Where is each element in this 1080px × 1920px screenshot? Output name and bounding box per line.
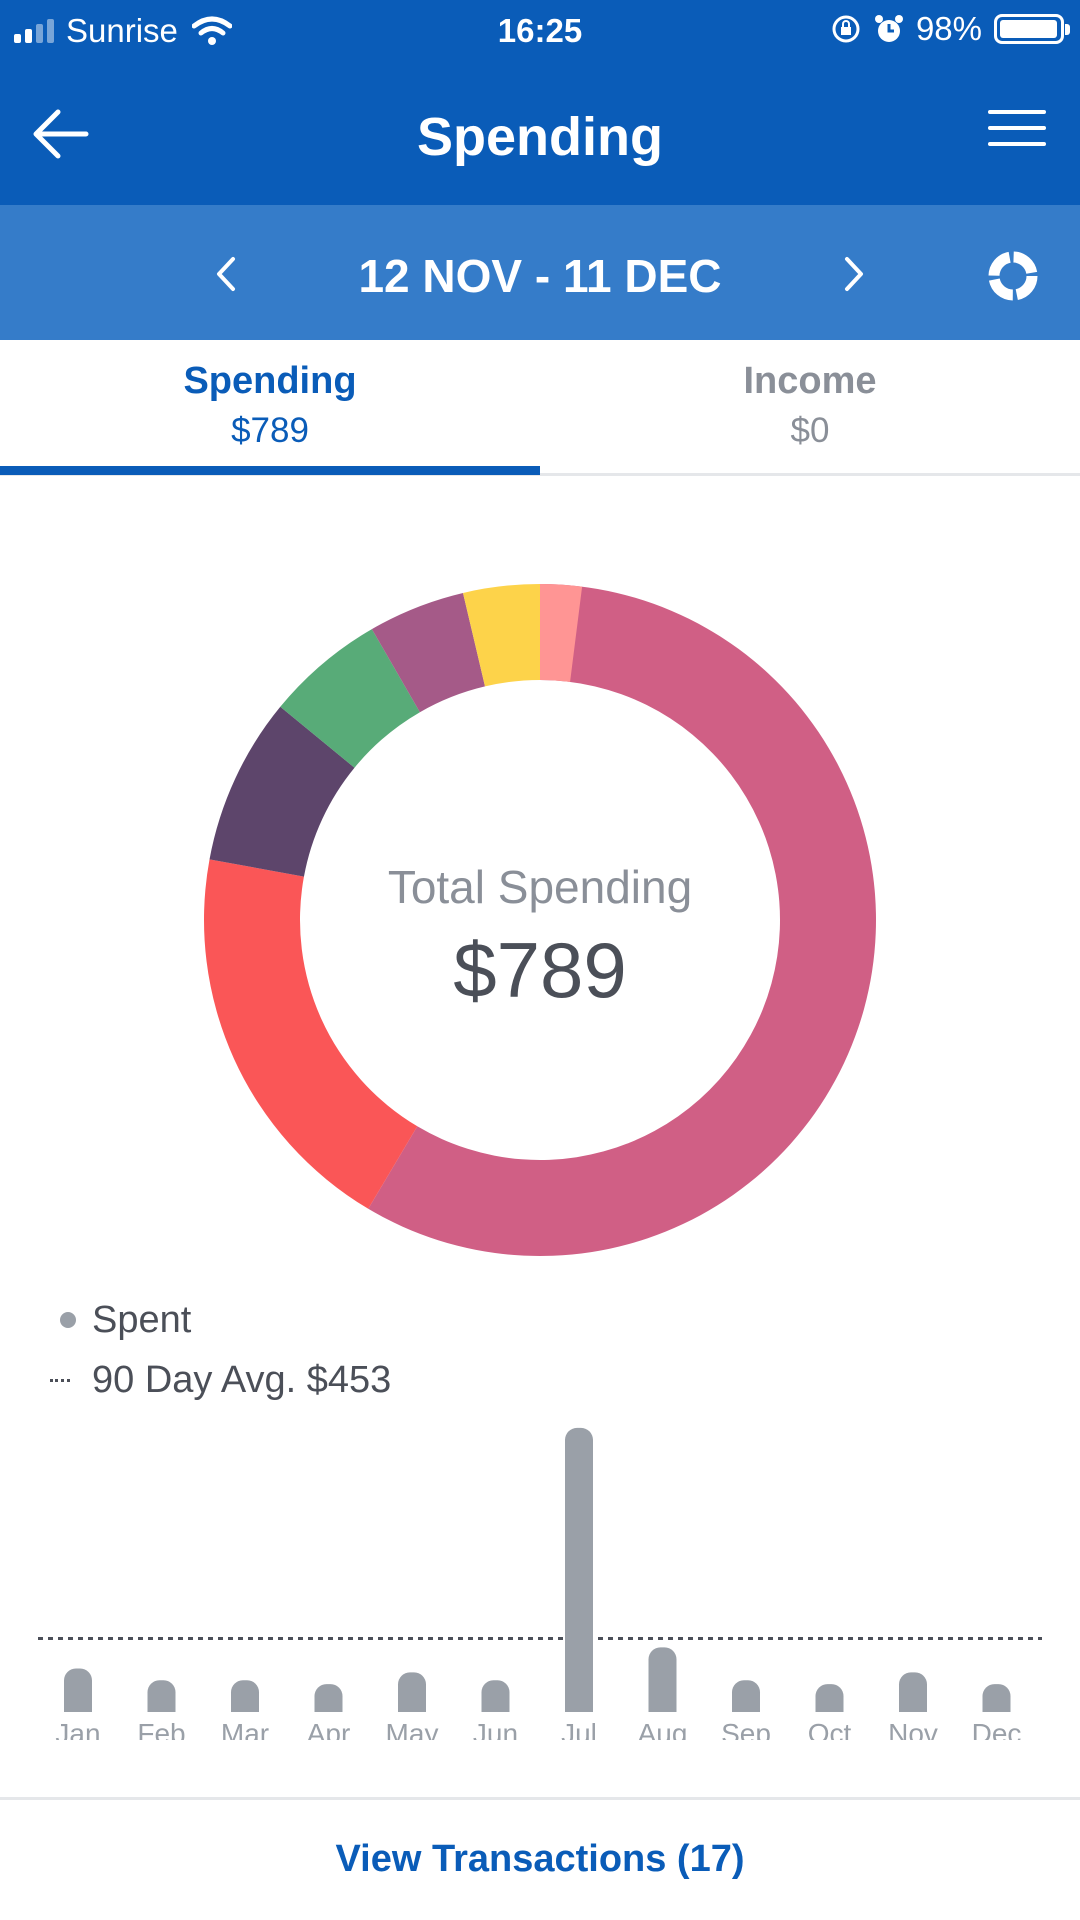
view-transactions-link[interactable]: View Transactions (17): [335, 1838, 745, 1880]
donut-center-label: Total Spending: [387, 861, 693, 913]
x-tick-jun: Jun: [473, 1718, 518, 1740]
donut-center-value: $789: [453, 926, 627, 1014]
page-title: Spending: [417, 107, 663, 167]
bar-base-apr: [314, 1700, 343, 1712]
carrier-name: Sunrise: [66, 12, 178, 49]
chart-legend: Spent 90 Day Avg. $453: [50, 1290, 391, 1410]
legend-average: 90 Day Avg. $453: [50, 1350, 391, 1410]
tab-spending-value: $789: [231, 411, 309, 450]
donut-slice-6[interactable]: [463, 584, 540, 687]
x-tick-jul: Jul: [561, 1718, 597, 1740]
donut-slice-4[interactable]: [280, 629, 420, 768]
x-tick-apr: Apr: [307, 1718, 351, 1740]
tab-spending-label: Spending: [183, 360, 357, 402]
donut-chart-icon[interactable]: [986, 249, 1040, 303]
tab-income-value: $0: [790, 411, 830, 450]
bar-base-mar: [231, 1700, 259, 1712]
donut-slice-5[interactable]: [371, 592, 486, 713]
bar-base-jun: [481, 1700, 510, 1712]
wifi-icon: [191, 16, 232, 45]
status-time: 16:25: [497, 12, 583, 49]
footer-divider: [0, 1797, 1080, 1800]
date-range-label: 12 NOV - 11 DEC: [358, 250, 722, 302]
status-bar: Sunrise 16:25 98%: [0, 0, 1080, 64]
signal-icon: [14, 19, 54, 43]
app-header: Spending: [0, 64, 1080, 205]
orientation-lock-icon: [832, 15, 860, 43]
hamburger-menu-icon[interactable]: [988, 110, 1046, 154]
x-tick-oct: Oct: [808, 1718, 852, 1740]
donut-slice-7[interactable]: [540, 584, 583, 682]
bar-base-may: [398, 1700, 426, 1712]
status-left: Sunrise: [14, 12, 232, 50]
battery-icon: [994, 14, 1070, 44]
chevron-left-icon[interactable]: [205, 249, 245, 299]
bar-svg: Jan Feb Mar Apr May Jun Jul Aug Sep Oct Nov Dec: [38, 1427, 1042, 1749]
tab-spending[interactable]: Spending $789: [0, 340, 540, 473]
date-range-bar: 12 NOV - 11 DEC: [0, 205, 1080, 340]
monthly-spending-bar-chart: Jan Feb Mar Apr May Jun Jul Aug Sep Oct Nov Dec: [0, 1420, 1080, 1749]
legend-spent: Spent: [50, 1290, 391, 1350]
tab-income-label: Income: [743, 360, 877, 402]
bar-base-sep: [732, 1700, 760, 1712]
active-tab-indicator: [0, 466, 540, 475]
donut-svg: [203, 584, 876, 1256]
battery-fill: [1000, 20, 1057, 38]
donut-slice-3[interactable]: [209, 706, 355, 877]
bar-base-feb: [147, 1700, 176, 1712]
tab-income[interactable]: Income $0: [540, 340, 1080, 473]
bar-base-dec: [982, 1700, 1011, 1712]
bar-jul[interactable]: [565, 1427, 593, 1712]
x-tick-may: May: [386, 1718, 439, 1740]
donut-slice-2[interactable]: [203, 859, 418, 1209]
x-tick-nov: Nov: [888, 1718, 938, 1740]
bar-base-oct: [815, 1700, 844, 1712]
x-tick-jan: Jan: [55, 1718, 100, 1740]
bar-base-aug: [648, 1700, 677, 1712]
donut-center: Total Spending $789: [200, 580, 880, 1260]
chevron-right-icon[interactable]: [835, 249, 875, 299]
bar-aug[interactable]: [648, 1647, 677, 1712]
bar-base-jan: [64, 1700, 92, 1712]
spending-income-tabs: Spending $789 Income $0: [0, 340, 1080, 476]
spending-donut-chart: Total Spending $789: [200, 580, 880, 1260]
x-tick-dec: Dec: [972, 1718, 1022, 1740]
status-right: 98%: [830, 10, 1070, 48]
bar-base-jul: [565, 1700, 593, 1712]
legend-average-label: 90 Day Avg. $453: [92, 1358, 392, 1401]
legend-spent-label: Spent: [92, 1298, 192, 1341]
donut-slice-1[interactable]: [368, 584, 876, 1256]
x-tick-aug: Aug: [638, 1718, 688, 1740]
legend-average-marker: [50, 1378, 70, 1382]
alarm-icon: [874, 15, 903, 42]
legend-spent-marker: [60, 1312, 76, 1328]
arrow-left-icon[interactable]: [28, 104, 98, 164]
x-tick-mar: Mar: [221, 1718, 269, 1740]
battery-percent: 98%: [915, 10, 982, 47]
bar-base-nov: [899, 1700, 927, 1712]
x-tick-sep: Sep: [721, 1718, 771, 1740]
x-tick-feb: Feb: [137, 1718, 185, 1740]
